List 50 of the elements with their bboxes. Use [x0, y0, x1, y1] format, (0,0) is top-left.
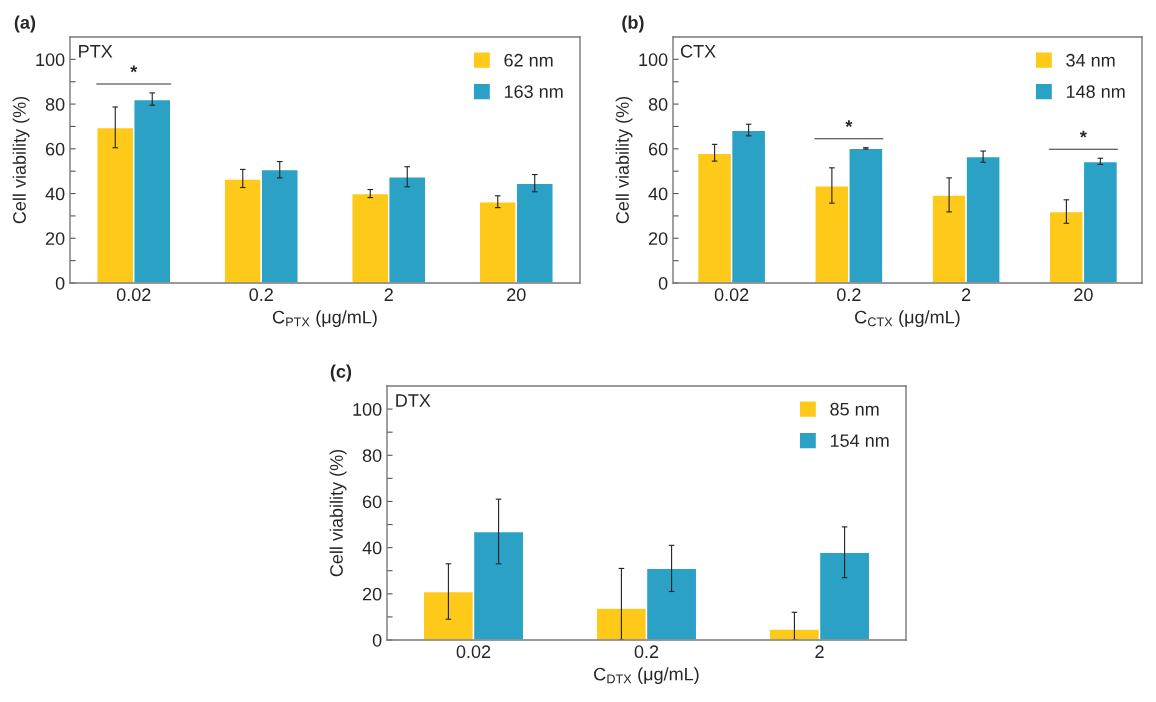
y-tick-label: 80	[362, 449, 382, 462]
y-tick-label: 40	[45, 187, 65, 201]
annotation: *	[845, 120, 853, 128]
annotation: CTX	[680, 44, 716, 58]
x-tick-label: 0.02	[714, 288, 749, 302]
chart-title: (a)	[14, 15, 36, 33]
legend-label: 154 nm	[830, 434, 889, 447]
y-axis-title: Cell viability (%)	[615, 96, 633, 224]
y-axis-title: Cell viability (%)	[329, 449, 347, 577]
annotation: *	[130, 65, 138, 73]
y-tick-label: 100	[639, 53, 668, 67]
y-tick-label: 80	[45, 98, 65, 111]
annotation: DTX	[396, 394, 431, 407]
y-tick-label: 60	[362, 495, 382, 509]
x-tick-label: 0.2	[249, 288, 273, 302]
annotation: *	[1079, 130, 1087, 138]
x-axis-title: C$_{PTX}$ (μg/mL)	[272, 310, 377, 328]
x-tick-label: 20	[507, 288, 526, 302]
x-tick-label: 0.02	[116, 288, 151, 302]
chart-title: (b)	[622, 15, 644, 33]
y-tick-label: 20	[362, 587, 382, 601]
y-tick-label: 60	[648, 142, 668, 156]
chart-title: (c)	[330, 364, 352, 382]
y-tick-label: 100	[36, 53, 65, 67]
y-tick-label: 80	[648, 98, 668, 111]
x-tick-label: 2	[384, 288, 393, 301]
y-tick-label: 60	[45, 142, 65, 156]
x-tick-label: 0.2	[634, 645, 659, 659]
y-tick-label: 0	[658, 276, 668, 290]
x-axis-title: C$_{CTX}$ (μg/mL)	[855, 310, 960, 328]
x-tick-label: 20	[1074, 288, 1093, 302]
x-tick-label: 2	[815, 645, 824, 658]
y-tick-label: 20	[648, 232, 668, 245]
y-tick-label: 20	[45, 232, 65, 245]
x-tick-label: 0.2	[837, 288, 861, 302]
legend-label: 85 nm	[830, 402, 879, 416]
y-axis-title: Cell viability (%)	[12, 96, 30, 224]
y-tick-label: 0	[372, 633, 382, 647]
x-tick-label: 2	[962, 288, 971, 301]
y-tick-label: 0	[55, 276, 65, 290]
legend-label: 148 nm	[1066, 85, 1125, 98]
y-tick-label: 40	[648, 187, 668, 201]
y-tick-label: 40	[362, 541, 382, 555]
y-tick-label: 100	[353, 403, 382, 416]
legend-label: 34 nm	[1066, 53, 1115, 67]
x-axis-title: C$_{DTX}$ (μg/mL)	[594, 667, 699, 685]
annotation: PTX	[79, 45, 113, 58]
legend-label: 163 nm	[504, 85, 563, 98]
x-tick-label: 0.02	[456, 645, 491, 659]
legend-label: 62 nm	[504, 53, 553, 67]
